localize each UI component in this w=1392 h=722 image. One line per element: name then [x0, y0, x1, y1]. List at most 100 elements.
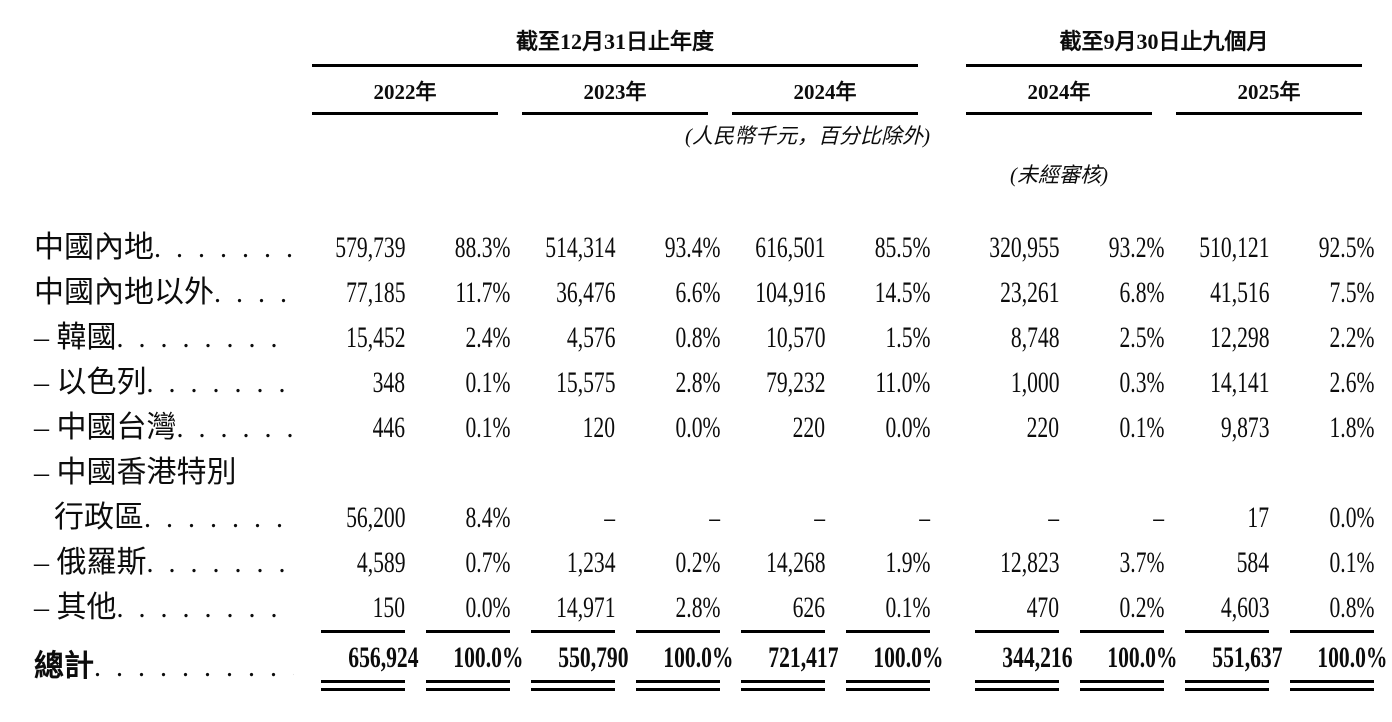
- total-value-cell: 656,924: [300, 630, 419, 691]
- value-cell: [825, 450, 930, 495]
- region-label-cell: – 其他: [0, 585, 300, 630]
- value: 14.5%: [874, 275, 931, 309]
- value: 2.5%: [1119, 320, 1165, 354]
- value-cell: 15,452: [300, 315, 405, 360]
- value: 626: [792, 590, 825, 624]
- value-cell: 8,748: [954, 315, 1059, 360]
- value-cell: 470: [954, 585, 1059, 630]
- value-cell: 92.5%: [1269, 225, 1374, 270]
- value: –: [919, 500, 931, 534]
- value: 0.2%: [1119, 590, 1165, 624]
- total-value: 344,216: [1002, 641, 1073, 674]
- total-value: 656,924: [348, 641, 419, 674]
- value-cell: 3.7%: [1059, 540, 1164, 585]
- region-label-cell: – 以色列: [0, 360, 300, 405]
- value: 1,000: [1010, 365, 1060, 399]
- double-rule: [426, 680, 510, 691]
- value: 446: [372, 410, 405, 444]
- region-label: 中國內地: [34, 231, 154, 264]
- value: 0.1%: [1119, 410, 1165, 444]
- region-label: – 俄羅斯: [34, 546, 147, 579]
- value: 11.7%: [454, 275, 510, 309]
- year-header-2022: 2022年: [300, 67, 510, 115]
- value-cell: –: [510, 495, 615, 540]
- total-value-cell: 100.0%: [1059, 630, 1178, 691]
- value: 8.4%: [465, 500, 510, 534]
- value-cell: 4,576: [510, 315, 615, 360]
- value-cell: 41,516: [1164, 270, 1269, 315]
- value-cell: –: [954, 495, 1059, 540]
- value: 93.4%: [664, 230, 720, 264]
- dot-leader: [94, 652, 294, 684]
- year-label: 2025年: [1176, 67, 1363, 115]
- value: 0.0%: [885, 410, 931, 444]
- period-group-header-row: 截至12月31日止年度 截至9月30日止九個月: [0, 24, 1392, 67]
- value-cell: –: [1059, 495, 1164, 540]
- value: 579,739: [334, 230, 405, 264]
- total-value: 550,790: [558, 641, 629, 674]
- total-value: 100.0%: [1107, 641, 1178, 674]
- value: 6.8%: [1119, 275, 1165, 309]
- value: 3.7%: [1119, 545, 1165, 579]
- region-label-cell: – 韓國: [0, 315, 300, 360]
- double-rule: [636, 680, 720, 691]
- value: 88.3%: [454, 230, 510, 264]
- value-cell: 7.5%: [1269, 270, 1374, 315]
- audit-note: (未經審核): [1010, 163, 1109, 187]
- annual-period-header: 截至12月31日止年度: [300, 24, 930, 67]
- value: 23,261: [999, 275, 1060, 309]
- value-cell: [1059, 450, 1164, 495]
- value-cell: –: [825, 495, 930, 540]
- table-footer: 總計 656,924 100.0% 550,790 100.0% 721,417…: [0, 630, 1392, 691]
- value-cell: 79,232: [720, 360, 825, 405]
- table-row: 行政區 56,200 8.4% – – – – – – 17 0.0%: [0, 495, 1392, 540]
- value: 10,570: [765, 320, 825, 354]
- region-label-cell: – 俄羅斯: [0, 540, 300, 585]
- value: 6.6%: [675, 275, 720, 309]
- double-rule: [1080, 680, 1165, 691]
- value: 2.4%: [465, 320, 510, 354]
- total-value: 100.0%: [1317, 641, 1388, 674]
- value: 41,516: [1209, 275, 1270, 309]
- region-label: – 中國香港特別: [34, 456, 237, 489]
- value: 510,121: [1198, 230, 1270, 264]
- total-value-cell: 100.0%: [405, 630, 524, 691]
- value-cell: –: [720, 495, 825, 540]
- year-label: 2023年: [522, 67, 708, 115]
- value: –: [1153, 500, 1165, 534]
- value: –: [709, 500, 720, 534]
- value: 17: [1247, 500, 1270, 534]
- value-cell: 510,121: [1164, 225, 1269, 270]
- region-label-cell: 中國內地以外: [0, 270, 300, 315]
- value: 56,200: [345, 500, 405, 534]
- region-label: – 其他: [34, 591, 117, 624]
- value: 120: [582, 410, 615, 444]
- value: 92.5%: [1318, 230, 1375, 264]
- total-value-cell: 551,637: [1164, 630, 1283, 691]
- double-rule: [321, 680, 405, 691]
- value-cell: 88.3%: [405, 225, 510, 270]
- value: 0.1%: [1329, 545, 1375, 579]
- nine-month-period-title: 截至9月30日止九個月: [966, 24, 1363, 67]
- value-cell: [1269, 450, 1374, 495]
- value-cell: 1.8%: [1269, 405, 1374, 450]
- value: 4,576: [566, 320, 615, 354]
- value-cell: 1.5%: [825, 315, 930, 360]
- double-rule: [1290, 680, 1375, 691]
- region-label: 中國內地以外: [34, 276, 214, 309]
- table-row: 中國內地以外 77,185 11.7% 36,476 6.6% 104,916 14.5% 2…: [0, 270, 1392, 315]
- dot-leader: [117, 593, 295, 625]
- table-body: 中國內地 579,739 88.3% 514,314 93.4% 616,501 85.5%…: [0, 225, 1392, 630]
- value-cell: 0.1%: [405, 405, 510, 450]
- table-row: 中國內地 579,739 88.3% 514,314 93.4% 616,501 85.5%…: [0, 225, 1392, 270]
- value-cell: 0.0%: [1269, 495, 1374, 540]
- value-cell: [1164, 450, 1269, 495]
- double-rule: [846, 680, 931, 691]
- value-cell: 93.2%: [1059, 225, 1164, 270]
- table-row: – 俄羅斯 4,589 0.7% 1,234 0.2% 14,268 1.9% 12,823 3…: [0, 540, 1392, 585]
- value: 36,476: [555, 275, 615, 309]
- value-cell: [300, 450, 405, 495]
- total-value: 100.0%: [453, 641, 524, 674]
- value: 15,452: [345, 320, 405, 354]
- value-cell: 77,185: [300, 270, 405, 315]
